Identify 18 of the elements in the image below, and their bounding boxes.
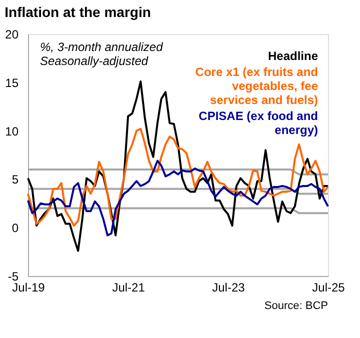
y-tick-label: 10: [5, 124, 19, 138]
y-tick-label: 20: [5, 28, 19, 42]
y-tick-label: 5: [12, 172, 19, 187]
y-tick-label: -5: [8, 270, 19, 284]
source-note: Source: BCP: [264, 300, 328, 312]
x-tick-label: Jul-25: [312, 280, 346, 294]
text: CPISAE (ex food and energy): [198, 109, 318, 137]
y-tick-label: 0: [12, 221, 19, 236]
text: Core x1 (ex fruits and vegetables, fee services and fuels): [195, 65, 318, 107]
line-series: [27, 80, 329, 252]
chart-title: Inflation at the margin: [4, 4, 151, 20]
line-series: [27, 160, 329, 236]
x-tick-label: Jul-21: [112, 280, 146, 294]
y-tick-label: 15: [5, 76, 19, 90]
text: %, 3-month annualized Seasonally-adjusted: [40, 40, 164, 68]
x-tick-label: Jul-23: [212, 280, 246, 294]
x-tick-label: Jul-19: [12, 280, 46, 294]
text: Headline: [268, 49, 318, 63]
